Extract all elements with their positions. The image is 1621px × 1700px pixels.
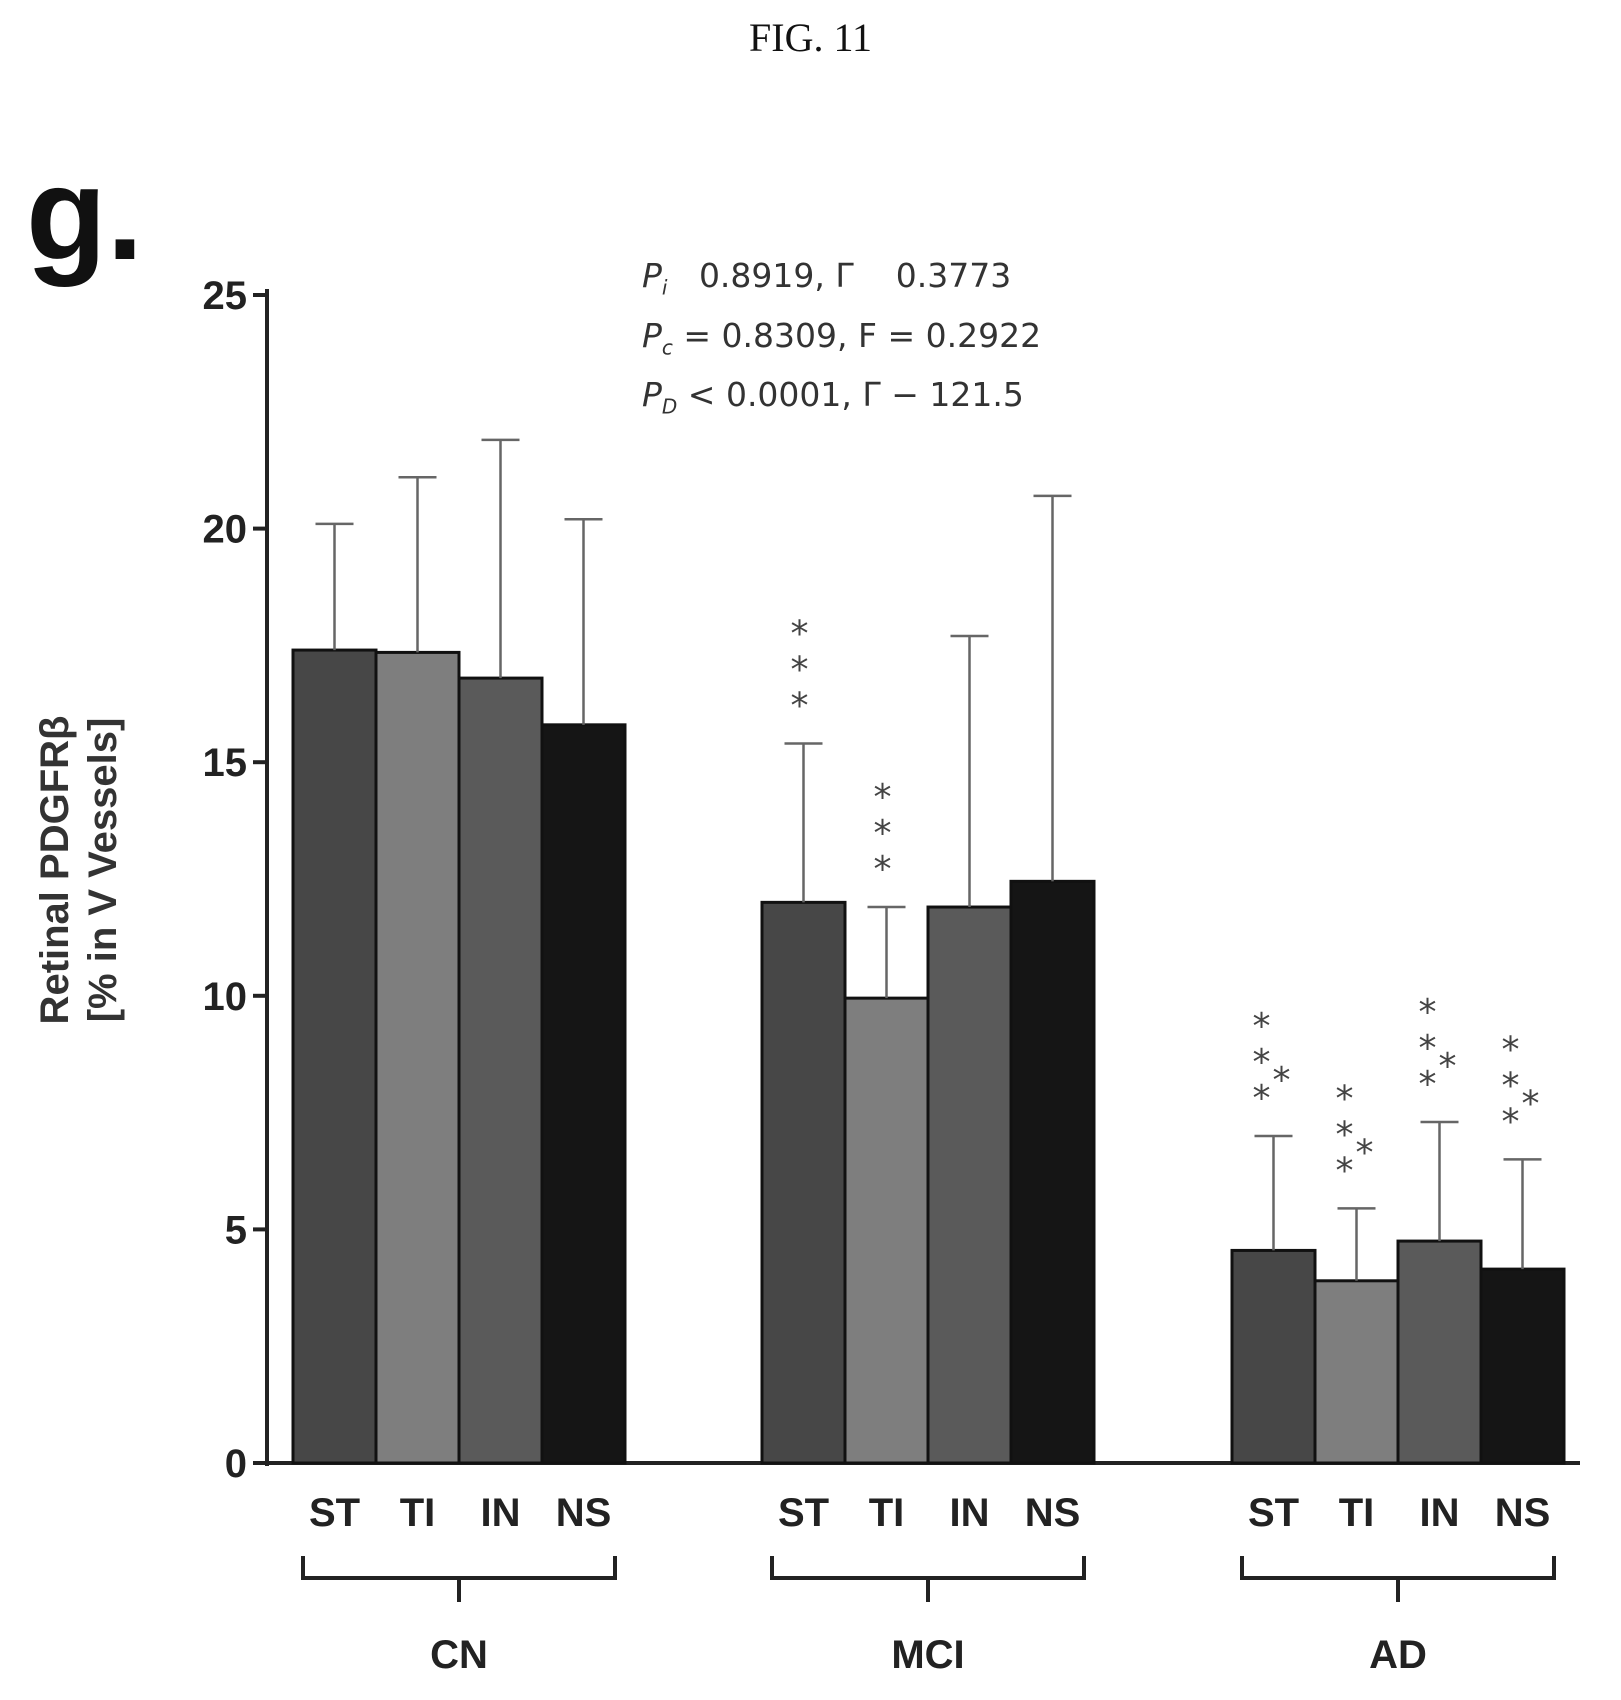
y-tick-label: 5 [225,1208,247,1252]
significance-star: * [1502,1101,1520,1142]
significance-star: * [1336,1150,1354,1191]
stat-line-diagnosis: PD < 0.0001, Γ − 121.5 [642,371,1041,431]
significance-star: * [1356,1132,1374,1173]
significance-star: * [1419,992,1437,1033]
x-tick-label: IN [481,1491,521,1535]
stat-symbol: P [642,315,662,355]
bar [843,996,930,1465]
stat-subscript: c [661,335,673,360]
y-tick-label: 25 [203,274,248,318]
stat-values: < 0.0001, Γ − 121.5 [677,375,1024,415]
x-tick-label: IN [1420,1491,1460,1535]
significance-star: * [1253,1078,1271,1119]
significance-star: * [1273,1060,1291,1101]
stat-subscript: D [661,394,678,419]
significance-star: * [791,650,809,691]
group-bracket [770,1556,1086,1580]
x-tick-label: ST [778,1491,829,1535]
bar [457,676,544,1465]
panel-letter: g. [26,140,144,287]
significance-star: * [1336,1078,1354,1119]
y-axis-label: [% in V Vessels] [81,718,125,1023]
group-label: AD [1369,1633,1427,1677]
x-tick-label: TI [1339,1491,1375,1535]
stat-symbol: P [642,256,662,295]
bar [1009,879,1096,1465]
x-tick-label: NS [1495,1491,1551,1535]
stat-subscript: i [661,275,668,300]
group-bracket [1240,1556,1556,1580]
y-tick-label: 0 [225,1442,247,1486]
significance-star: * [1502,1029,1520,1070]
y-axis-label: Retinal PDGFRβ [33,716,77,1025]
x-tick-label: ST [1248,1491,1299,1535]
significance-star: * [874,777,892,818]
stat-values: = 0.8309, F = 0.2922 [672,315,1042,355]
stat-values: 0.8919, Γ 0.3773 [667,256,1012,295]
significance-star: * [1522,1083,1540,1124]
significance-star: * [1336,1114,1354,1155]
significance-star: * [1419,1064,1437,1105]
group-bracket [301,1556,617,1580]
bar [926,905,1013,1465]
stat-line-interaction: Pi 0.8919, Γ 0.3773 [642,252,1041,312]
y-tick-label: 10 [203,975,248,1019]
bar [1313,1279,1400,1465]
bar [1230,1248,1317,1465]
y-tick-label: 20 [203,508,248,552]
significance-star: * [874,813,892,854]
significance-star: * [1253,1042,1271,1083]
bar [1479,1267,1566,1465]
figure-title: FIG. 11 [749,15,872,60]
stat-line-region: Pc = 0.8309, F = 0.2922 [642,312,1041,372]
x-tick-label: TI [400,1491,436,1535]
bar [374,650,461,1465]
bar [540,723,627,1465]
bar [291,648,378,1465]
x-tick-label: ST [309,1491,360,1535]
group-label: CN [430,1633,488,1677]
stat-symbol: P [642,375,662,415]
stats-annotation: Pi 0.8919, Γ 0.3773 Pc = 0.8309, F = 0.2… [642,252,1041,431]
bar [1396,1239,1483,1465]
significance-star: * [791,614,809,655]
significance-star: * [874,849,892,890]
significance-star: * [1502,1065,1520,1106]
significance-star: * [1253,1006,1271,1047]
significance-star: * [1419,1028,1437,1069]
x-tick-label: TI [869,1491,905,1535]
x-tick-label: NS [556,1491,612,1535]
bar [760,900,847,1465]
y-tick-label: 15 [203,741,248,785]
x-tick-label: NS [1025,1491,1081,1535]
group-label: MCI [891,1633,964,1677]
significance-star: * [1439,1046,1457,1087]
x-tick-label: IN [950,1491,990,1535]
significance-star: * [791,686,809,727]
